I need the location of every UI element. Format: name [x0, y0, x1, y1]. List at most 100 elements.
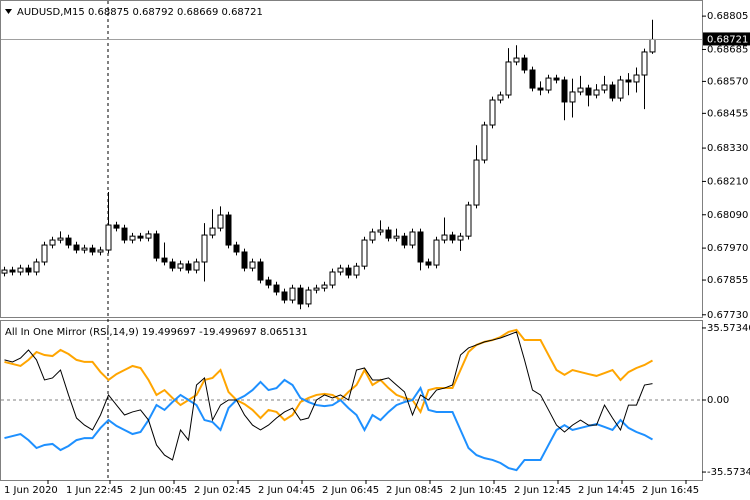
- candle-body: [377, 229, 384, 233]
- candle-body: [505, 61, 512, 96]
- candle-body: [73, 244, 80, 251]
- y-tick-label: 35.573402: [707, 323, 750, 334]
- candle-body: [153, 233, 160, 259]
- candle-body: [577, 87, 584, 93]
- x-tick-label: 2 Jun 12:45: [514, 485, 571, 496]
- candle-body: [289, 287, 296, 301]
- candle-body: [185, 263, 192, 271]
- candle-body: [49, 239, 56, 246]
- candle-body: [241, 251, 248, 269]
- candle-body: [529, 69, 536, 89]
- indicator-title: All In One Mirror (RSI,14,9) 19.499697 -…: [5, 327, 308, 338]
- x-tick-label: 2 Jun 14:45: [578, 485, 635, 496]
- candle-body: [569, 91, 576, 103]
- candle-body: [401, 235, 408, 246]
- y-tick-label: 0.67970: [707, 243, 748, 254]
- candle-body: [329, 271, 336, 286]
- candle-body: [273, 284, 280, 293]
- candle-body: [297, 287, 304, 305]
- y-tick-label: 0.67855: [707, 275, 748, 286]
- candle-body: [25, 267, 32, 273]
- x-tick-label: 2 Jun 08:45: [386, 485, 443, 496]
- candle-body: [281, 291, 288, 301]
- y-tick-label: 0.68805: [707, 11, 748, 22]
- candle-body: [481, 124, 488, 161]
- candle-body: [161, 257, 168, 263]
- last-price-box: [703, 32, 750, 46]
- candle-body: [41, 244, 48, 263]
- candle-body: [321, 284, 328, 289]
- candle-body: [129, 235, 136, 241]
- candle-body: [417, 231, 424, 263]
- y-tick-label: 0.68090: [707, 210, 748, 221]
- candle-body: [105, 224, 112, 251]
- candle-body: [209, 227, 216, 236]
- candle-body: [593, 89, 600, 96]
- candle-body: [353, 265, 360, 276]
- candle-body: [409, 231, 416, 246]
- candle-body: [513, 57, 520, 63]
- y-tick-label: 0.68455: [707, 108, 748, 119]
- candle-body: [137, 235, 144, 239]
- candle-body: [337, 267, 344, 273]
- candle-body: [441, 234, 448, 241]
- candle-body: [545, 77, 552, 91]
- y-tick-label: 0.00: [707, 395, 729, 406]
- candle-body: [17, 267, 24, 273]
- candle-body: [521, 57, 528, 71]
- candle-body: [601, 84, 608, 91]
- candle-body: [625, 79, 632, 83]
- candle-body: [201, 234, 208, 263]
- candle-body: [33, 261, 40, 273]
- candle-body: [257, 261, 264, 281]
- candle-body: [97, 249, 104, 253]
- x-tick-label: 2 Jun 04:45: [258, 485, 315, 496]
- candle-body: [633, 74, 640, 83]
- x-tick-label: 2 Jun 00:45: [130, 485, 187, 496]
- candle-body: [121, 227, 128, 241]
- x-tick-label: 1 Jun 22:45: [66, 485, 123, 496]
- candle-body: [561, 79, 568, 103]
- candle-body: [193, 261, 200, 271]
- candle-body: [465, 204, 472, 237]
- candle-body: [649, 38, 656, 53]
- candle-body: [313, 287, 320, 291]
- symbol-icon: [5, 9, 12, 14]
- candle-body: [9, 269, 16, 273]
- candle-body: [65, 237, 72, 246]
- y-tick-label: 0.68210: [707, 176, 748, 187]
- indicator-line: [4, 328, 653, 422]
- candle-body: [217, 214, 224, 229]
- candle-body: [89, 247, 96, 253]
- candle-body: [473, 159, 480, 206]
- candle-body: [457, 235, 464, 241]
- y-tick-label: 0.67730: [707, 310, 748, 321]
- candle-body: [169, 261, 176, 269]
- candle-body: [425, 261, 432, 266]
- candle-body: [145, 233, 152, 239]
- candle-body: [449, 234, 456, 241]
- candle-body: [265, 279, 272, 286]
- candle-body: [553, 77, 560, 81]
- candle-body: [249, 261, 256, 269]
- y-tick-label: 0.68685: [707, 44, 748, 55]
- candle-body: [1, 269, 8, 274]
- x-tick-label: 2 Jun 06:45: [322, 485, 379, 496]
- indicator-line: [4, 378, 653, 472]
- candle-body: [81, 247, 88, 251]
- y-tick-label: 0.68570: [707, 76, 748, 87]
- candle-body: [361, 239, 368, 267]
- candle-body: [609, 84, 616, 99]
- main-panel-frame: [0, 0, 703, 318]
- x-tick-label: 2 Jun 02:45: [194, 485, 251, 496]
- candle-body: [233, 244, 240, 253]
- candle-body: [385, 229, 392, 239]
- candle-body: [433, 239, 440, 266]
- candle-body: [177, 263, 184, 269]
- y-tick-label: 0.68330: [707, 143, 748, 154]
- candle-body: [225, 214, 232, 246]
- x-tick-label: 1 Jun 2020: [4, 485, 58, 496]
- x-tick-label: 2 Jun 16:45: [642, 485, 699, 496]
